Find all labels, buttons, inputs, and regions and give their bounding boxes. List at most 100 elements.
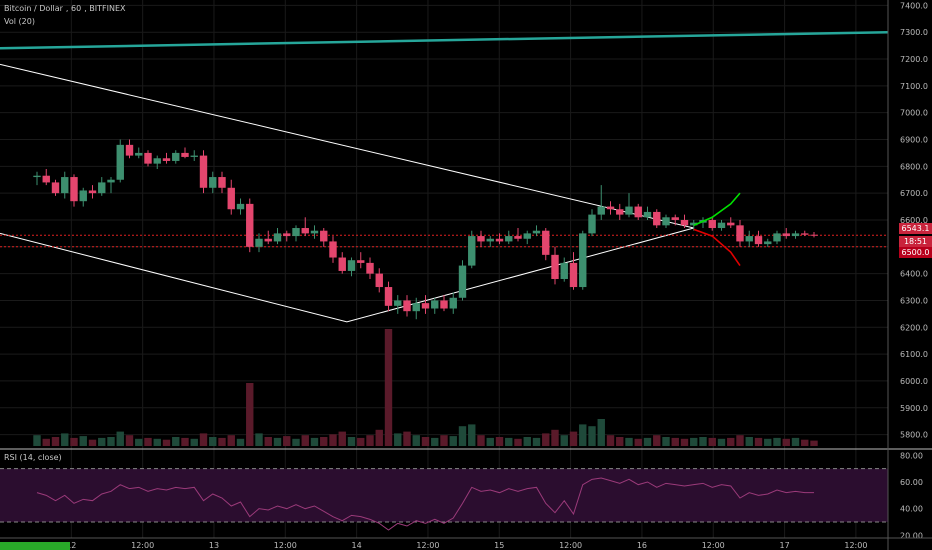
volume-bar bbox=[403, 431, 411, 446]
last-price-badge: 6543.1 bbox=[899, 223, 932, 234]
candle-body bbox=[440, 300, 448, 309]
volume-bar bbox=[412, 435, 420, 446]
time-tick-label: 12:00 bbox=[702, 541, 725, 550]
candle-body bbox=[736, 225, 744, 242]
volume-bar bbox=[135, 438, 143, 446]
volume-bar bbox=[810, 440, 818, 446]
volume-bar bbox=[366, 435, 374, 446]
volume-bar bbox=[227, 435, 235, 446]
volume-bar bbox=[125, 435, 134, 446]
candle-body bbox=[810, 234, 818, 236]
volume-bar bbox=[597, 419, 605, 446]
volume-bar bbox=[588, 426, 596, 446]
volume-bar bbox=[458, 426, 467, 446]
candle-body bbox=[773, 233, 781, 242]
volume-bar bbox=[764, 438, 772, 446]
candle-body bbox=[42, 175, 50, 183]
candle-body bbox=[88, 190, 97, 194]
candle-body bbox=[801, 233, 809, 235]
volume-bar bbox=[283, 436, 291, 446]
volume-bar bbox=[532, 437, 541, 446]
volume-bar bbox=[625, 437, 633, 446]
time-tick-label: 12:00 bbox=[274, 541, 297, 550]
symbol-legend[interactable]: Bitcoin / Dollar, 60, BITFINEX bbox=[4, 4, 126, 13]
volume-bar bbox=[440, 435, 448, 446]
time-tick-label: 12:00 bbox=[559, 541, 582, 550]
candle-body bbox=[532, 230, 541, 234]
volume-bar bbox=[394, 433, 402, 446]
volume-bar bbox=[320, 437, 328, 446]
rsi-label: RSI (14, close) bbox=[4, 453, 62, 462]
price-tick-label: 7400.0 bbox=[900, 1, 928, 10]
volume-bar bbox=[79, 436, 87, 446]
rsi-tick-label: 40.00 bbox=[900, 505, 923, 514]
time-tick-label: 13 bbox=[209, 541, 219, 550]
volume-bar bbox=[495, 437, 504, 446]
candle-body bbox=[643, 211, 652, 218]
candle-body bbox=[486, 238, 494, 242]
volume-bar bbox=[162, 439, 171, 446]
volume-bar bbox=[643, 437, 652, 446]
candle-body bbox=[227, 187, 235, 210]
candle-body bbox=[264, 238, 272, 242]
candle-body bbox=[181, 152, 189, 157]
volume-bar bbox=[107, 437, 115, 446]
volume-bar bbox=[717, 438, 726, 446]
price-tick-label: 5800.0 bbox=[900, 431, 928, 440]
candle-body bbox=[662, 217, 670, 226]
volume-bar bbox=[292, 438, 300, 446]
volume-bar bbox=[560, 435, 568, 446]
interval-label: 60 bbox=[71, 4, 82, 13]
volume-bar bbox=[569, 431, 578, 446]
volume-bar bbox=[338, 431, 346, 446]
candle-body bbox=[597, 206, 605, 215]
volume-bar bbox=[116, 431, 124, 446]
candle-body bbox=[301, 228, 309, 234]
volume-bar bbox=[209, 437, 217, 446]
candle-body bbox=[653, 211, 661, 226]
candle-body bbox=[708, 219, 716, 229]
volume-bar bbox=[273, 437, 282, 446]
volume-bar bbox=[347, 437, 356, 446]
candle-body bbox=[218, 177, 226, 188]
volume-bar bbox=[745, 437, 753, 446]
candle-body bbox=[209, 177, 217, 188]
candle-body bbox=[523, 233, 531, 239]
candle-body bbox=[560, 262, 568, 279]
price-tick-label: 6000.0 bbox=[900, 377, 928, 386]
rsi-tick-label: 20.00 bbox=[900, 531, 923, 540]
volume-bar bbox=[477, 435, 485, 446]
volume-bar bbox=[468, 424, 476, 446]
descending-resistance-trendline bbox=[0, 63, 694, 229]
volume-bar bbox=[542, 433, 550, 446]
price-tick-label: 6300.0 bbox=[900, 296, 928, 305]
time-tick-label: 17 bbox=[779, 541, 789, 550]
candle-body bbox=[514, 236, 522, 239]
volume-bar bbox=[310, 437, 319, 446]
rsi-legend[interactable]: RSI (14, close) bbox=[4, 453, 65, 462]
rsi-line bbox=[36, 477, 814, 531]
volume-bar bbox=[218, 437, 226, 446]
time-tick-label: 14 bbox=[352, 541, 362, 550]
candle-body bbox=[329, 241, 337, 258]
candle-body bbox=[394, 300, 402, 306]
candle-body bbox=[551, 254, 559, 279]
long-ma-trendline bbox=[0, 30, 889, 50]
volume-bar bbox=[255, 433, 263, 446]
symbol-name: Bitcoin / Dollar bbox=[4, 4, 63, 13]
volume-bar bbox=[773, 437, 781, 446]
volume-bar bbox=[431, 437, 439, 446]
volume-bar bbox=[699, 437, 707, 446]
bearish-projection bbox=[693, 228, 741, 267]
candle-body bbox=[199, 155, 208, 188]
candle-body bbox=[412, 303, 420, 312]
volume-legend[interactable]: Vol (20) bbox=[4, 17, 38, 26]
price-tick-label: 6400.0 bbox=[900, 270, 928, 279]
price-tick-label: 5900.0 bbox=[900, 404, 928, 413]
candle-body bbox=[449, 297, 457, 309]
rsi-tick-label: 80.00 bbox=[900, 451, 923, 460]
price-tick-label: 7300.0 bbox=[900, 28, 928, 37]
volume-bar bbox=[449, 436, 457, 446]
candle-body bbox=[680, 219, 689, 226]
